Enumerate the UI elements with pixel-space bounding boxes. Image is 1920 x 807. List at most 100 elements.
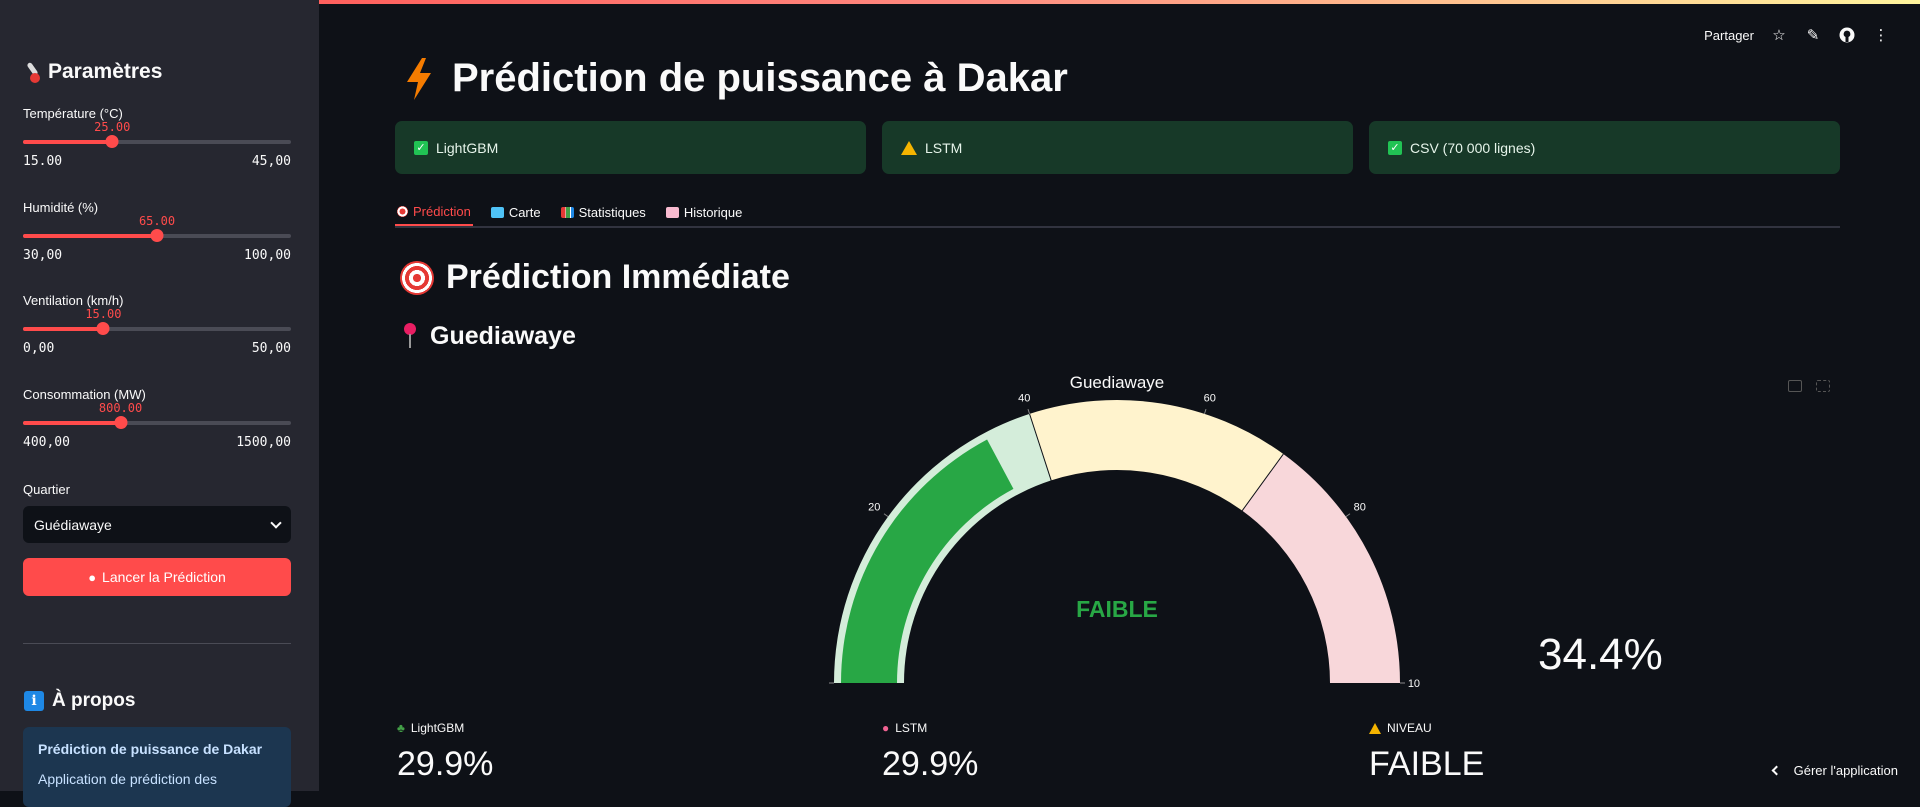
slider-min: 15.00 <box>23 154 62 169</box>
tab-prediction[interactable]: Prédiction <box>395 198 473 226</box>
gauge-tick-label: 60 <box>1204 393 1216 405</box>
status-card-csv: ✓ CSV (70 000 lignes) <box>1369 121 1840 174</box>
slider-track[interactable] <box>23 421 291 425</box>
slider-max: 100,00 <box>244 248 291 263</box>
slider-max: 45,00 <box>252 154 291 169</box>
metric-label: NIVEAU <box>1387 721 1432 735</box>
metric-value: 29.9% <box>882 745 978 784</box>
metric-value: FAIBLE <box>1369 745 1484 784</box>
about-info-box: Prédiction de puissance de Dakar Applica… <box>23 727 291 807</box>
line-chart-icon <box>666 207 679 218</box>
gauge-level-label: FAIBLE <box>1076 596 1158 622</box>
tab-label: Prédiction <box>413 204 471 219</box>
status-card-lstm: LSTM <box>882 121 1353 174</box>
slider-min: 0,00 <box>23 341 54 356</box>
chevron-down-icon <box>270 517 281 528</box>
target-icon <box>400 261 434 295</box>
tab-historique[interactable]: Historique <box>664 198 745 226</box>
slider-handle[interactable] <box>106 135 119 148</box>
gauge-tick-mark <box>1204 409 1206 414</box>
metric-niveau: NIVEAU FAIBLE <box>1369 721 1484 784</box>
slider-max: 50,00 <box>252 341 291 356</box>
slider-handle[interactable] <box>97 322 110 335</box>
gauge-tick-mark <box>1028 409 1030 414</box>
humidity-label: Humidité (%) <box>23 200 291 215</box>
ventilation-label: Ventilation (km/h) <box>23 293 291 308</box>
map-icon <box>491 207 504 218</box>
chevron-left-icon <box>1771 766 1781 776</box>
target-icon <box>397 206 408 217</box>
robot-icon: ● <box>88 570 96 585</box>
temperature-value: 25.00 <box>94 120 130 134</box>
bar-chart-icon <box>561 207 574 218</box>
gauge-tick-label: 80 <box>1354 502 1366 514</box>
manage-app-button[interactable]: Gérer l'application <box>1773 763 1898 778</box>
check-icon: ✓ <box>1388 141 1402 155</box>
camera-icon[interactable] <box>1788 380 1802 392</box>
fullscreen-icon[interactable] <box>1816 380 1830 392</box>
about-title-text: À propos <box>52 690 135 712</box>
check-icon: ✓ <box>414 141 428 155</box>
info-icon: i <box>24 691 44 711</box>
more-icon[interactable]: ⋮ <box>1872 26 1890 44</box>
gauge-tick-label: 100 <box>1408 678 1420 690</box>
slider-min: 30,00 <box>23 248 62 263</box>
gauge-tick-label: 20 <box>868 502 880 514</box>
thermometer-icon <box>24 61 40 83</box>
gauge-tick-mark <box>1346 514 1350 517</box>
gauge-value-text: 34.4% <box>1538 630 1663 680</box>
gauge-band-1 <box>1030 400 1284 511</box>
sidebar-divider <box>23 643 291 644</box>
metric-value: 29.9% <box>397 745 493 784</box>
consumption-label: Consommation (MW) <box>23 387 291 402</box>
humidity-slider[interactable]: Humidité (%) 65.00 30,00 100,00 <box>23 200 291 215</box>
share-button[interactable]: Partager <box>1704 28 1754 43</box>
slider-min: 400,00 <box>23 435 70 450</box>
quartier-select[interactable]: Guédiawaye <box>23 506 291 543</box>
metric-label: LightGBM <box>411 721 464 735</box>
tab-label: Historique <box>684 205 743 220</box>
star-icon[interactable]: ☆ <box>1770 26 1788 44</box>
status-text: CSV (70 000 lignes) <box>1410 140 1535 156</box>
gauge-chart: 020406080100GuediawayeFAIBLE <box>820 370 1420 700</box>
warning-icon <box>1369 723 1381 734</box>
github-icon[interactable] <box>1838 26 1856 44</box>
manage-app-label: Gérer l'application <box>1794 763 1898 778</box>
tab-label: Statistiques <box>579 205 646 220</box>
slider-track[interactable] <box>23 327 291 331</box>
metric-lightgbm: ♣ LightGBM 29.9% <box>397 721 493 784</box>
run-prediction-button[interactable]: ● Lancer la Prédiction <box>23 558 291 596</box>
run-prediction-label: Lancer la Prédiction <box>102 569 226 585</box>
tree-icon: ♣ <box>397 721 405 735</box>
page-title: Prédiction de puissance à Dakar <box>404 56 1068 101</box>
consumption-value: 800.00 <box>99 401 142 415</box>
about-heading: Prédiction de puissance de Dakar <box>38 741 276 757</box>
about-description: Application de prédiction des <box>38 771 276 787</box>
location-title-text: Guediawaye <box>430 322 576 351</box>
temperature-slider[interactable]: Température (°C) 25.00 15.00 45,00 <box>23 106 291 121</box>
section-title-text: Prédiction Immédiate <box>446 258 790 297</box>
sidebar-title: Paramètres <box>24 60 162 84</box>
tab-statistiques[interactable]: Statistiques <box>559 198 648 226</box>
tab-label: Carte <box>509 205 541 220</box>
ventilation-value: 15.00 <box>85 307 121 321</box>
location-title: Guediawaye <box>404 322 576 351</box>
consumption-slider[interactable]: Consommation (MW) 800.00 400,00 1500,00 <box>23 387 291 402</box>
slider-track[interactable] <box>23 140 291 144</box>
tab-bar: Prédiction Carte Statistiques Historique <box>395 198 1840 228</box>
gauge-title: Guediawaye <box>1070 373 1165 392</box>
gauge-svg: 020406080100GuediawayeFAIBLE <box>820 370 1420 700</box>
gauge-tick-mark <box>884 514 888 517</box>
ventilation-slider[interactable]: Ventilation (km/h) 15.00 0,00 50,00 <box>23 293 291 308</box>
tab-carte[interactable]: Carte <box>489 198 543 226</box>
section-title: Prédiction Immédiate <box>400 258 790 297</box>
temperature-label: Température (°C) <box>23 106 291 121</box>
edit-icon[interactable]: ✎ <box>1804 26 1822 44</box>
brain-icon: ● <box>882 721 889 735</box>
slider-handle[interactable] <box>151 229 164 242</box>
warning-icon <box>901 141 917 155</box>
metric-lstm: ●LSTM 29.9% <box>882 721 978 784</box>
about-title: i À propos <box>24 690 135 712</box>
slider-track[interactable] <box>23 234 291 238</box>
slider-handle[interactable] <box>114 416 127 429</box>
